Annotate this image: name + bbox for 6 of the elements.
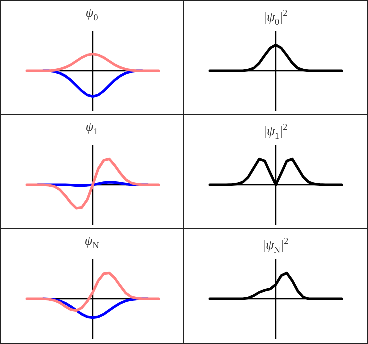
chart-title: ψ$_{N}$ bbox=[84, 232, 100, 251]
chart-title: ψ$_{0}$ bbox=[84, 4, 100, 23]
chart-title: |ψ$_{N}$|$^{2}$ bbox=[261, 235, 290, 255]
chart-title: |ψ$_{0}$|$^{2}$ bbox=[262, 7, 289, 27]
chart-title: ψ$_{1}$ bbox=[84, 118, 100, 137]
chart-title: |ψ$_{1}$|$^{2}$ bbox=[262, 121, 289, 141]
